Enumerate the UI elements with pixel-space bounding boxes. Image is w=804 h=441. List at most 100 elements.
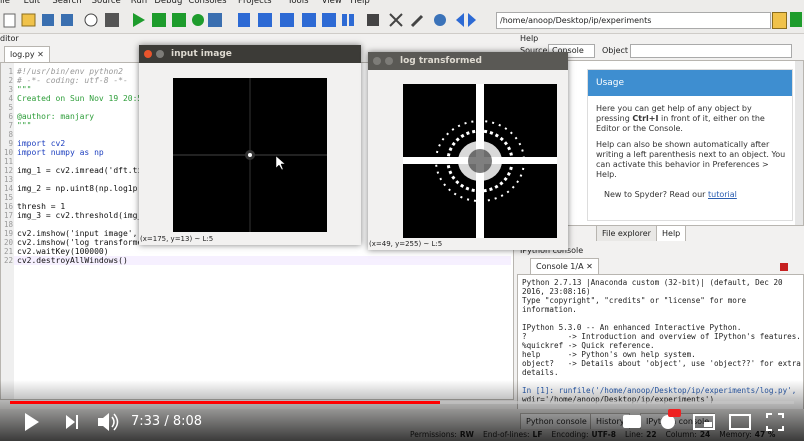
line-number: 4 [8,94,13,103]
usage-title: Usage [588,70,792,96]
menu-item[interactable]: Projects [238,0,272,6]
stop-button[interactable] [780,263,788,271]
video-controls [25,409,784,431]
line-number: 22 [3,256,13,265]
code-line: # -*- coding: utf-8 -*- [17,76,128,85]
path-input[interactable]: /home/anoop/Desktop/ip/experiments [496,12,771,29]
console-pane-label: IPython console [520,246,584,255]
video-time: 7:33 / 8:08 [131,414,203,429]
console-line: Type "copyright", "credits" or "license"… [522,296,747,305]
line-number: 3 [8,85,13,94]
minimize-button[interactable] [156,50,164,58]
code-line: img_2 = np.uint8(np.log1p(im [17,184,152,193]
console-line: 2016, 23:08:16) [522,287,591,296]
usage-box: Usage Here you can get help of any objec… [587,69,793,221]
line-number: 17 [3,211,13,220]
code-line: thresh = 1 [17,202,66,211]
scrollbar[interactable] [795,61,803,225]
console-line: object? -> Details about 'object', use '… [522,359,801,368]
usage-paragraph: Help can also be shown automatically aft… [596,140,786,179]
line-number: 21 [3,247,13,256]
menu-item[interactable]: Search [52,0,82,6]
line-number: 7 [8,121,13,130]
code-line: cv2.waitKey(100000) [17,247,109,256]
editor-pane-label: ditor [0,34,19,43]
line-number: 15 [3,193,13,202]
menu-item[interactable]: Tools [287,0,309,6]
miniplayer-button[interactable] [693,414,715,430]
code-line: @author: manjary [17,112,95,121]
console-line: Python 2.7.13 |Anaconda custom (32-bit)|… [522,278,783,287]
console-tab[interactable]: Console 1/A ✕ [530,258,599,274]
object-input[interactable] [630,44,792,58]
source-label: Source [520,46,548,55]
line-number: 10 [3,148,13,157]
usage-paragraph: New to Spyder? Read our tutorial [604,190,794,199]
theater-button[interactable] [729,414,751,430]
line-number: 18 [3,220,13,229]
code-line: #!/usr/bin/env python2 [17,67,123,76]
close-icon[interactable]: ✕ [586,262,593,271]
line-number: 5 [8,103,13,112]
code-line: img_1 = cv2.imread('dft.tif' [17,166,152,175]
menu-item[interactable]: Debug [154,0,183,6]
menu-item[interactable]: Help [350,0,370,6]
close-button[interactable] [373,57,381,65]
code-line: cv2.imshow('input image', im [17,229,152,238]
code-line: """ [17,121,32,130]
line-number: 11 [3,157,13,166]
console-line: ? -> Introduction and overview of IPytho… [522,332,801,341]
line-number: 9 [8,139,13,148]
line-number: 20 [3,238,13,247]
image-window[interactable]: log transformed (x=49, y=255) ~ L:5 [368,52,568,250]
settings-button[interactable] [661,415,675,429]
tutorial-link[interactable]: tutorial [707,190,737,199]
menu-item[interactable]: Edit [23,0,41,6]
usage-paragraph: Here you can get help of any object by p… [596,104,786,134]
code-line: import cv2 [17,139,66,148]
captions-button[interactable] [623,415,641,428]
line-gutter [1,63,14,399]
progress-played [10,401,440,404]
window-status: (x=175, y=13) ~ L:5 [140,235,214,243]
input-image [173,78,327,232]
next-button[interactable] [66,415,75,429]
console-tab-title: Console 1/A [536,262,584,271]
menu-item[interactable]: Run [130,0,148,6]
fullscreen-button[interactable] [766,413,784,431]
code-line: cv2.destroyAllWindows() [17,256,128,265]
window-status: (x=49, y=255) ~ L:5 [369,240,443,248]
volume-button[interactable] [98,413,109,431]
console-line: IPython 5.3.0 -- An enhanced Interactive… [522,323,742,332]
line-number: 2 [8,76,13,85]
image-window[interactable]: input image (x=175, y=13) ~ L:5 [139,45,361,245]
toolbar-icons [3,13,476,28]
window-title-bar: log transformed [368,52,568,70]
log-image [403,84,557,238]
window-title-bar: input image [139,45,361,63]
close-button[interactable] [144,50,152,58]
window-title: input image [171,49,232,59]
editor-tab[interactable]: log.py ✕ [4,46,50,62]
code-line: Created on Sun Nov 19 20:52: [17,94,152,103]
close-icon[interactable]: ✕ [37,50,44,59]
help-pane-label: Help [520,34,539,43]
line-number: 19 [3,229,13,238]
code-line: """ [17,85,32,94]
code-line: cv2.imshow('log transformed' [17,238,152,247]
menu-item[interactable]: View [321,0,342,6]
menu-item[interactable]: Consoles [188,0,227,6]
open-folder-button[interactable] [772,12,787,29]
help-tab[interactable]: Help [656,225,687,241]
menu-item[interactable]: Source [91,0,121,6]
minimize-button[interactable] [385,57,393,65]
play-button[interactable] [25,413,39,431]
line-number: 8 [8,130,13,139]
parent-dir-button[interactable] [790,12,802,27]
toolbar: /home/anoop/Desktop/ip/experiments [0,8,804,34]
text: Here you can get help of any object by p… [596,104,752,123]
help-tab[interactable]: File explorer [596,225,657,241]
menu-item[interactable]: ile [0,0,10,6]
